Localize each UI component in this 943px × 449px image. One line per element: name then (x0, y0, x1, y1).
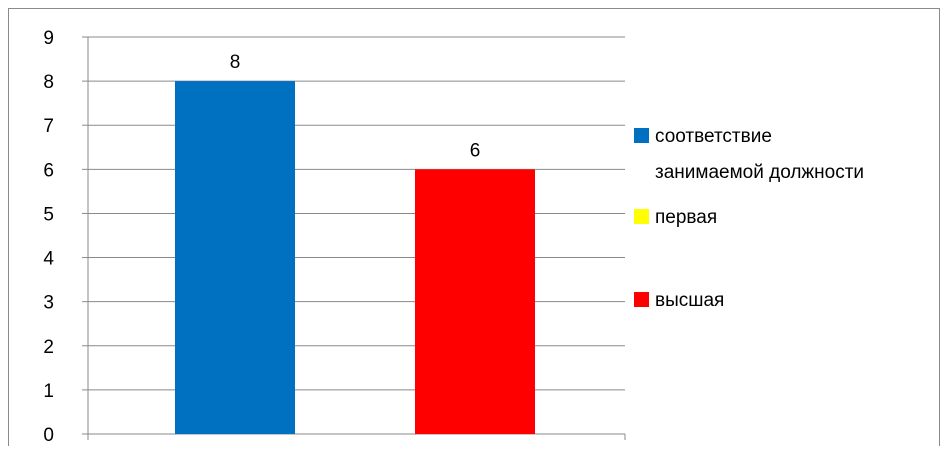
y-tick-label: 1 (43, 381, 54, 402)
y-tick-label: 3 (43, 293, 54, 314)
legend-swatch (634, 209, 649, 224)
bar (175, 81, 295, 434)
legend-label: занимаемой должности (655, 162, 864, 183)
legend-swatch (634, 292, 649, 307)
legend-swatch (634, 128, 649, 143)
y-tick-label: 7 (43, 116, 54, 137)
y-tick-label: 9 (43, 28, 54, 49)
chart-frame (8, 8, 940, 446)
y-tick-label: 4 (43, 249, 54, 270)
legend-label: соответствие (655, 126, 772, 147)
data-label: 8 (230, 52, 241, 73)
y-tick-label: 6 (43, 160, 54, 181)
y-tick-label: 8 (43, 72, 54, 93)
y-tick-label: 0 (43, 425, 54, 446)
y-tick-label: 5 (43, 204, 54, 225)
data-label: 6 (470, 140, 481, 161)
bar (415, 169, 535, 435)
legend-label: высшая (655, 290, 724, 311)
legend-label: первая (655, 207, 717, 228)
y-tick-label: 2 (43, 337, 54, 358)
